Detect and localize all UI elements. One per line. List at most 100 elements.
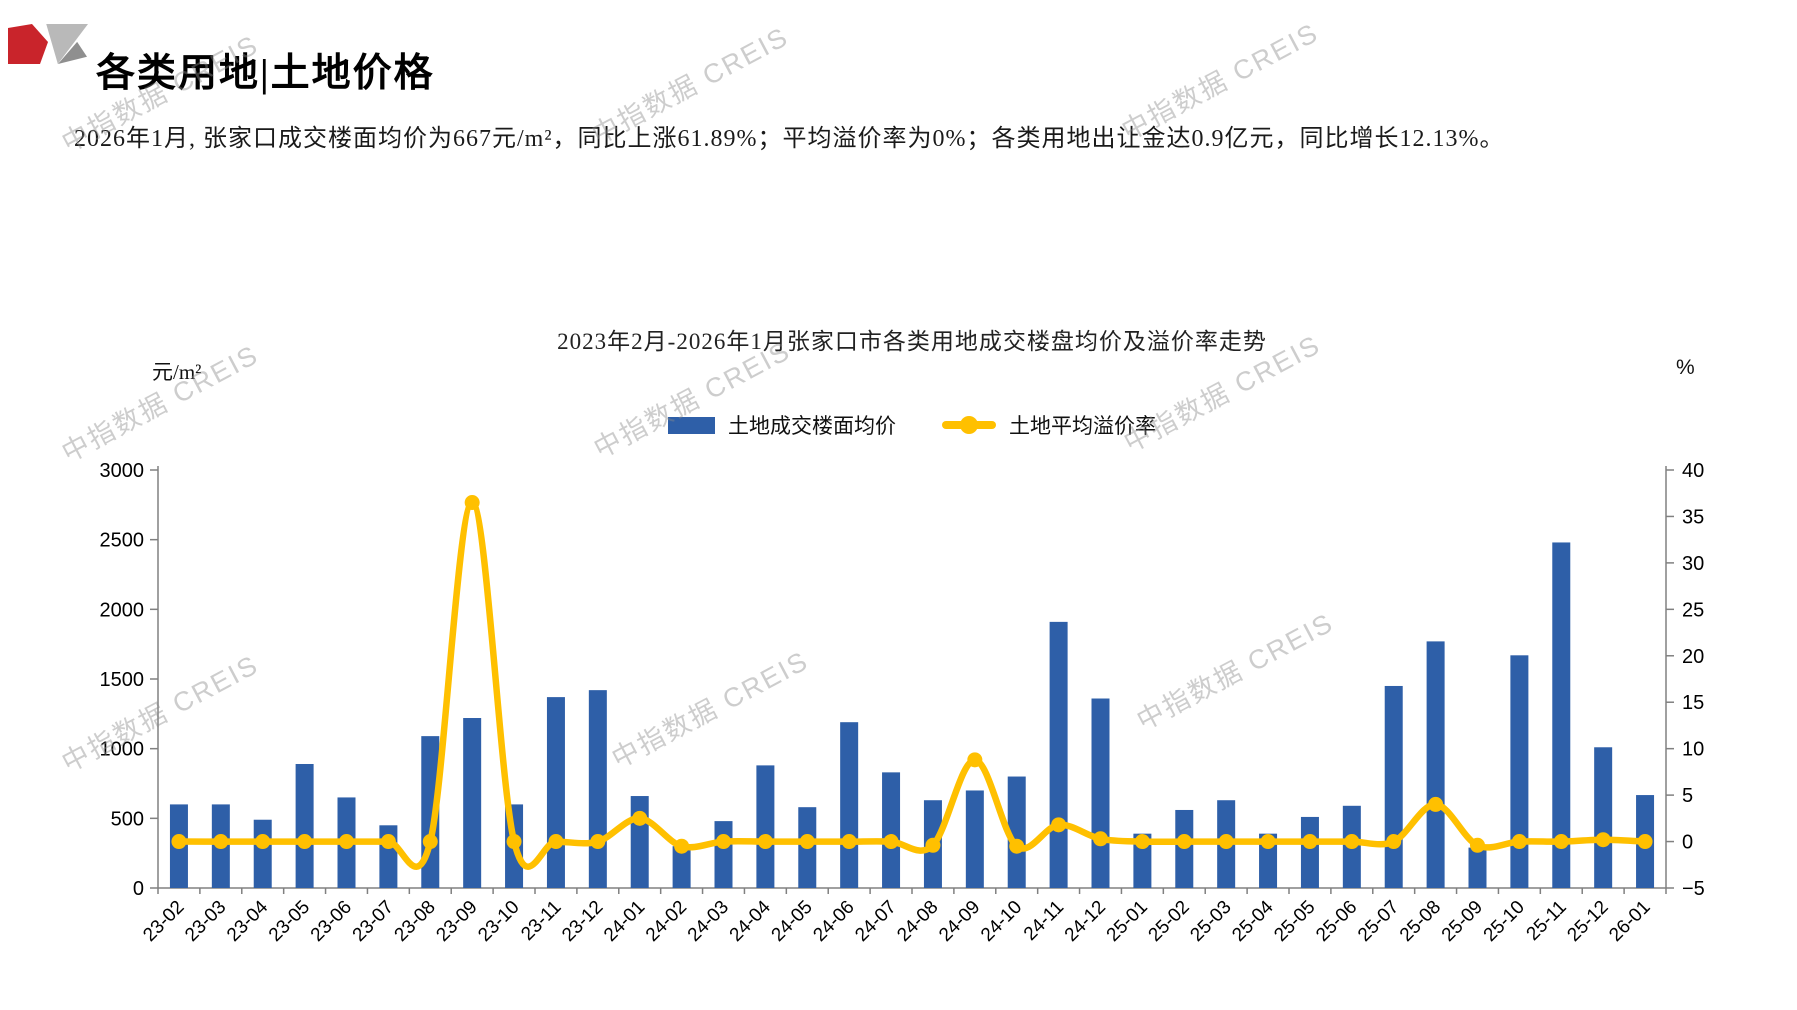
bar [714, 821, 733, 888]
line-marker [1260, 834, 1276, 850]
x-axis-tick-label: 24-12 [1061, 897, 1110, 946]
x-axis-tick-label: 24-10 [977, 897, 1026, 946]
right-axis-tick-label: 10 [1682, 739, 1704, 761]
legend-line-marker [960, 416, 978, 434]
line-marker [632, 810, 648, 826]
line-marker [1009, 838, 1025, 854]
x-axis-tick-label: 24-06 [809, 897, 858, 946]
legend-line-label: 土地平均溢价率 [1009, 414, 1156, 438]
bar [253, 819, 272, 888]
x-axis-tick-label: 24-02 [642, 897, 691, 946]
x-axis-tick-label: 23-04 [223, 896, 273, 946]
line-marker [548, 834, 564, 850]
line-marker [213, 834, 229, 850]
right-axis-tick-label: 40 [1682, 460, 1704, 482]
left-axis-unit: 元/m² [152, 360, 202, 384]
legend-item-bar: 土地成交楼面均价 [668, 410, 896, 440]
line-marker [1176, 834, 1192, 850]
x-axis-tick-label: 24-11 [1020, 897, 1068, 945]
line-marker [757, 834, 773, 850]
bar [1552, 542, 1571, 888]
x-axis-tick-label: 23-05 [265, 897, 314, 946]
x-axis-tick-label: 25-11 [1523, 897, 1571, 945]
line-marker [1051, 817, 1067, 833]
line-marker [339, 834, 354, 850]
right-axis-tick-label: 20 [1682, 646, 1704, 668]
right-axis-tick-label: 25 [1682, 599, 1704, 621]
x-axis-tick-label: 25-08 [1396, 897, 1445, 946]
line-marker [841, 834, 857, 850]
x-axis-tick-label: 25-01 [1103, 897, 1152, 946]
left-axis-tick-label: 2000 [100, 599, 145, 621]
line-marker [171, 834, 187, 850]
line-marker [883, 834, 899, 850]
x-axis-tick-label: 25-02 [1145, 897, 1194, 946]
left-axis-tick-label: 500 [111, 808, 144, 830]
x-axis-tick-label: 23-11 [517, 897, 565, 945]
line-marker [380, 834, 396, 850]
line-marker [1511, 834, 1527, 850]
chart-title: 2023年2月-2026年1月张家口市各类用地成交楼盘均价及溢价率走势 [557, 329, 1267, 354]
x-axis-tick-label: 24-09 [935, 897, 984, 946]
chart-legend: 土地成交楼面均价 土地平均溢价率 [158, 410, 1666, 440]
line-marker [1218, 834, 1234, 850]
line-marker [1470, 837, 1485, 853]
page-title: 各类用地|土地价格 [96, 52, 435, 96]
bar [840, 722, 859, 888]
x-axis-tick-label: 23-07 [349, 897, 398, 946]
line-marker [1093, 831, 1108, 847]
bar [546, 697, 565, 888]
x-axis-tick-label: 23-03 [181, 897, 230, 946]
line-marker [422, 834, 438, 850]
x-axis-tick-label: 23-12 [558, 897, 607, 946]
line-marker [674, 838, 690, 854]
x-axis-tick-label: 25-07 [1354, 897, 1403, 946]
right-axis-tick-label: 30 [1682, 553, 1704, 575]
line-marker [1386, 834, 1402, 850]
bar [1384, 685, 1403, 888]
line-marker [1553, 834, 1569, 850]
creis-logo [8, 22, 90, 64]
right-axis-tick-label: 5 [1682, 785, 1693, 807]
right-axis-tick-label: 15 [1682, 692, 1704, 714]
bar [1049, 621, 1068, 888]
legend-line-swatch [942, 416, 996, 434]
line-marker [1595, 832, 1611, 848]
x-axis-tick-label: 25-06 [1312, 897, 1361, 946]
bar [1510, 655, 1529, 888]
bar [1300, 816, 1319, 888]
x-axis-tick-label: 25-12 [1563, 897, 1612, 946]
bar [1091, 698, 1110, 888]
bar [672, 846, 691, 888]
legend-bar-label: 土地成交楼面均价 [728, 414, 896, 438]
legend-bar-swatch [668, 416, 715, 434]
line-marker [1344, 834, 1360, 850]
bar [1426, 641, 1445, 888]
x-axis-tick-label: 24-05 [768, 897, 817, 946]
x-axis-tick-label: 25-10 [1480, 897, 1529, 946]
line-marker [1302, 834, 1318, 850]
bar [1007, 776, 1026, 888]
x-axis-tick-label: 25-09 [1438, 897, 1487, 946]
left-axis-tick-label: 2500 [100, 530, 145, 552]
bar [588, 690, 607, 888]
x-axis-tick-label: 24-03 [684, 897, 733, 946]
x-axis-tick-label: 25-03 [1186, 897, 1235, 946]
bar [463, 718, 482, 888]
line-markers [171, 495, 1653, 854]
x-axis-tick-label: 23-02 [139, 897, 188, 946]
x-axis-tick-label: 26-01 [1605, 897, 1654, 946]
x-axis-tick-label: 24-08 [893, 897, 942, 946]
line-marker [255, 834, 271, 850]
right-axis-unit: % [1676, 356, 1695, 379]
axes [150, 466, 1674, 894]
line-marker [506, 834, 522, 850]
x-axis-tick-label: 24-07 [851, 897, 900, 946]
line-marker [967, 752, 983, 768]
line-marker [464, 495, 480, 511]
line-marker [799, 834, 815, 850]
x-axis-tick-label: 25-05 [1270, 897, 1319, 946]
legend-item-line: 土地平均溢价率 [942, 410, 1156, 440]
